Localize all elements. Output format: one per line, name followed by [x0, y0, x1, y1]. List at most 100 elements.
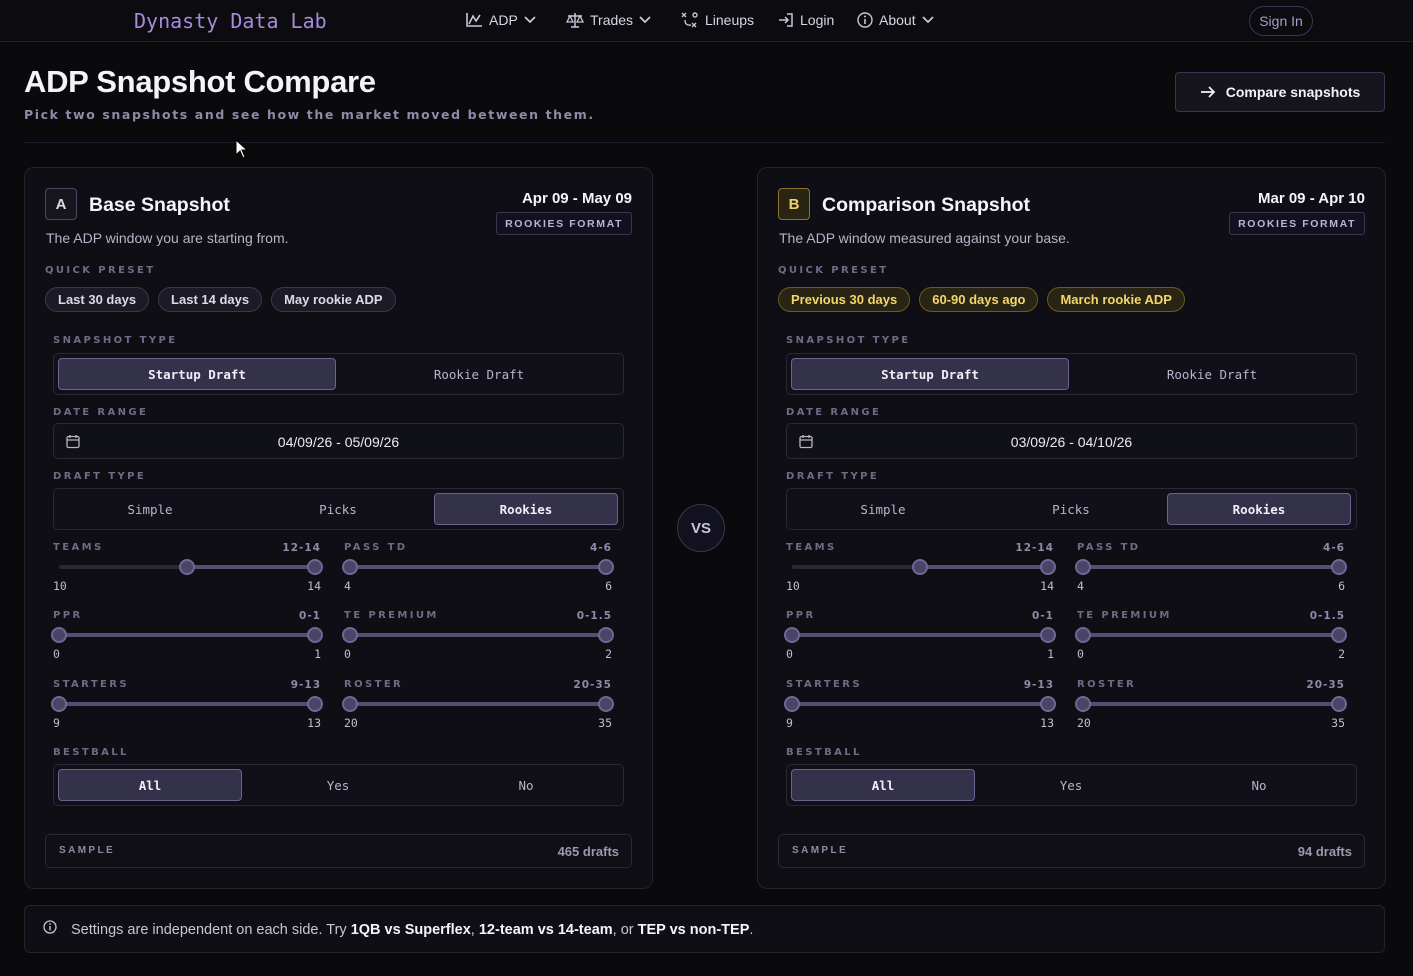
snapshot-type-rookie[interactable]: Rookie Draft [433, 366, 525, 382]
snapshot-type-startup[interactable]: Startup Draft [58, 358, 336, 390]
slider-thumb-high[interactable] [1331, 696, 1347, 712]
slider-min: 0 [53, 647, 60, 661]
draft-type-picks[interactable]: Picks [319, 501, 357, 517]
slider-thumb-low[interactable] [1075, 696, 1091, 712]
ppr-slider[interactable]: PPR 0-1 0 1 [51, 610, 323, 661]
slider-fill [350, 633, 606, 637]
nav-about[interactable]: About [857, 12, 934, 28]
date-range-picker[interactable]: 04/09/26 - 05/09/26 [53, 423, 624, 459]
bestball-label: BESTBALL [53, 747, 129, 758]
brand-logo[interactable]: Dynasty Data Lab [134, 9, 327, 33]
slider-thumb-low[interactable] [51, 627, 67, 643]
preset-chip[interactable]: May rookie ADP [271, 287, 396, 312]
roster-slider[interactable]: ROSTER 20-35 20 35 [342, 679, 614, 730]
draft-type-simple[interactable]: Simple [860, 501, 906, 517]
slider-thumb-high[interactable] [598, 696, 614, 712]
date-range-label: DATE RANGE [786, 407, 882, 418]
slider-thumb-high[interactable] [598, 559, 614, 575]
date-range-picker[interactable]: 03/09/26 - 04/10/26 [786, 423, 1357, 459]
slider-thumb-high[interactable] [307, 696, 323, 712]
slider-thumb-low[interactable] [179, 559, 195, 575]
nav-login[interactable]: Login [778, 12, 834, 28]
snapshot-type-toggle: Startup Draft Rookie Draft [786, 353, 1357, 395]
te-premium-slider[interactable]: TE PREMIUM 0-1.5 0 2 [1075, 610, 1347, 661]
compare-snapshots-button[interactable]: Compare snapshots [1175, 72, 1385, 112]
slider-thumb-high[interactable] [307, 559, 323, 575]
slider-max: 14 [307, 579, 321, 593]
slider-thumb-high[interactable] [1040, 696, 1056, 712]
slider-thumb-high[interactable] [1040, 627, 1056, 643]
starters-slider[interactable]: STARTERS 9-13 9 13 [51, 679, 323, 730]
slider-thumb-low[interactable] [51, 696, 67, 712]
draft-type-picks[interactable]: Picks [1052, 501, 1090, 517]
slider-thumb-high[interactable] [1331, 627, 1347, 643]
preset-chip[interactable]: Last 30 days [45, 287, 150, 312]
preset-chip[interactable]: March rookie ADP [1047, 287, 1185, 312]
teams-slider[interactable]: TEAMS 12-14 10 14 [53, 542, 323, 593]
sign-in-button[interactable]: Sign In [1249, 6, 1313, 36]
draft-type-rookies[interactable]: Rookies [1167, 493, 1351, 525]
settings-hint: Settings are independent on each side. T… [24, 905, 1385, 953]
roster-slider[interactable]: ROSTER 20-35 20 35 [1075, 679, 1347, 730]
preset-chip[interactable]: Last 14 days [158, 287, 263, 312]
draft-type-simple[interactable]: Simple [127, 501, 173, 517]
bestball-no[interactable]: No [518, 777, 534, 793]
bestball-no[interactable]: No [1251, 777, 1267, 793]
panel-badge: A [45, 188, 77, 220]
bestball-yes[interactable]: Yes [326, 777, 350, 793]
info-icon [43, 920, 57, 934]
slider-max: 1 [1047, 647, 1054, 661]
slider-label: TE PREMIUM [344, 610, 439, 621]
base-snapshot-panel: A Base Snapshot The ADP window you are s… [24, 167, 653, 889]
te-premium-slider[interactable]: TE PREMIUM 0-1.5 0 2 [342, 610, 614, 661]
hint-prefix: Settings are independent on each side. T… [71, 922, 351, 938]
bestball-all[interactable]: All [791, 769, 975, 801]
ppr-slider[interactable]: PPR 0-1 0 1 [784, 610, 1056, 661]
slider-thumb-low[interactable] [784, 696, 800, 712]
format-badge: ROOKIES FORMAT [1229, 212, 1365, 235]
slider-thumb-high[interactable] [307, 627, 323, 643]
slider-range: 0-1.5 [1309, 610, 1345, 622]
nav-trades[interactable]: Trades [566, 12, 651, 28]
slider-fill [187, 565, 315, 569]
sample-size: SAMPLE 465 drafts [45, 834, 632, 868]
nav-adp[interactable]: ADP [465, 12, 536, 28]
slider-thumb-high[interactable] [1040, 559, 1056, 575]
hint-example-teams: 12-team vs 14-team [478, 922, 613, 938]
slider-thumb-low[interactable] [784, 627, 800, 643]
bestball-all[interactable]: All [58, 769, 242, 801]
slider-thumb-low[interactable] [342, 627, 358, 643]
slider-thumb-high[interactable] [1331, 559, 1347, 575]
draft-type-label: DRAFT TYPE [786, 471, 880, 482]
nav-lineups-label: Lineups [705, 12, 755, 28]
slider-label: TE PREMIUM [1077, 610, 1172, 621]
nav-about-label: About [879, 12, 916, 28]
slider-thumb-low[interactable] [1075, 559, 1091, 575]
slider-range: 4-6 [590, 542, 612, 554]
preset-chip[interactable]: Previous 30 days [778, 287, 911, 312]
slider-min: 4 [344, 579, 351, 593]
teams-slider[interactable]: TEAMS 12-14 10 14 [786, 542, 1056, 593]
chevron-down-icon [639, 16, 651, 24]
preset-chip[interactable]: 60-90 days ago [919, 287, 1039, 312]
page-title: ADP Snapshot Compare [24, 64, 376, 99]
snapshot-type-startup[interactable]: Startup Draft [791, 358, 1069, 390]
slider-min: 10 [53, 579, 67, 593]
slider-thumb-low[interactable] [342, 559, 358, 575]
snapshot-type-rookie[interactable]: Rookie Draft [1166, 366, 1258, 382]
slider-thumb-high[interactable] [598, 627, 614, 643]
draft-type-rookies[interactable]: Rookies [434, 493, 618, 525]
bestball-yes[interactable]: Yes [1059, 777, 1083, 793]
pass-td-slider[interactable]: PASS TD 4-6 4 6 [342, 542, 614, 593]
draft-type-toggle: Simple Picks Rookies [53, 488, 624, 530]
snapshot-type-label: SNAPSHOT TYPE [53, 335, 178, 346]
slider-thumb-low[interactable] [342, 696, 358, 712]
slider-thumb-low[interactable] [1075, 627, 1091, 643]
slider-thumb-low[interactable] [912, 559, 928, 575]
nav-lineups[interactable]: Lineups [681, 12, 754, 28]
starters-slider[interactable]: STARTERS 9-13 9 13 [784, 679, 1056, 730]
chevron-down-icon [921, 16, 934, 24]
slider-range: 0-1.5 [576, 610, 612, 622]
pass-td-slider[interactable]: PASS TD 4-6 4 6 [1075, 542, 1347, 593]
slider-min: 20 [344, 716, 358, 730]
